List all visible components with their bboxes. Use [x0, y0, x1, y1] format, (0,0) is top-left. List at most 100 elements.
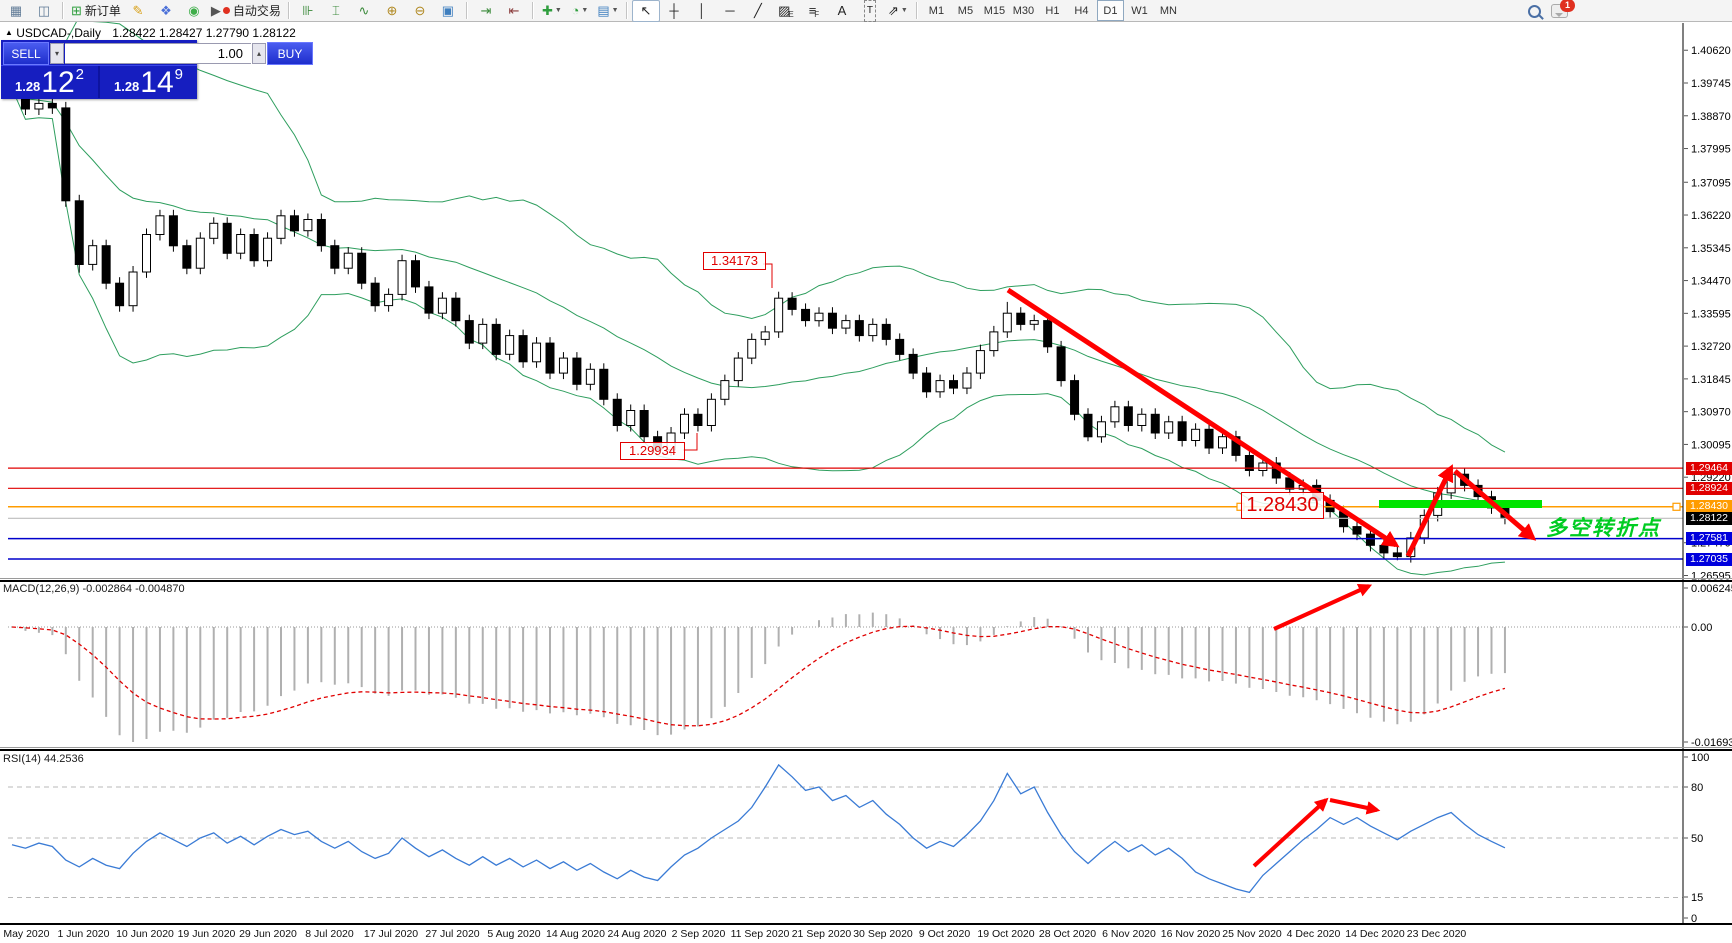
low-price-label[interactable]: 1.29934 [620, 442, 685, 460]
buy-button[interactable]: BUY [267, 42, 313, 65]
timeframe-m1[interactable]: M1 [928, 4, 945, 17]
sell-price-display[interactable]: 1.28 12 2 [1, 66, 98, 98]
bollinger-middle-band [11, 88, 1506, 508]
zoom-in-icon[interactable]: ⊕ [378, 0, 406, 22]
collapse-marker-icon[interactable]: ▲ [5, 28, 13, 37]
volume-increase-button[interactable]: ▴ [252, 43, 266, 64]
text-label-icon[interactable]: T [856, 0, 884, 22]
price-badge-1.28924: 1.28924 [1686, 481, 1732, 495]
trend-arrow-object[interactable] [1273, 584, 1373, 631]
buy-price-prefix: 1.28 [113, 79, 140, 94]
price-axis-label: 1.37095 [1691, 177, 1731, 189]
text-icon: A [837, 2, 847, 18]
label-connector [763, 263, 773, 288]
trend-arrow-object[interactable] [1329, 798, 1381, 815]
timeframe-d1[interactable]: D1 [1096, 0, 1124, 21]
chart-shift-icon[interactable]: ⇤ [500, 0, 528, 22]
price-axis-label: 1.30095 [1691, 439, 1731, 451]
candle-body [626, 410, 636, 426]
price-axis-label: 1.34470 [1691, 276, 1731, 288]
vertical-line-icon[interactable]: │ [688, 0, 716, 22]
level-price-label[interactable]: 1.28430 [1241, 492, 1324, 519]
templates-icon[interactable]: ▤ ▼ [594, 0, 622, 22]
text-icon[interactable]: A [828, 0, 856, 22]
sell-button[interactable]: SELL [3, 42, 49, 65]
zoom-out-icon[interactable]: ⊖ [406, 0, 434, 22]
autotrading-button[interactable]: ▶ 自动交易 [208, 0, 284, 22]
new-order-button[interactable]: ⊞ 新订单 [68, 0, 124, 22]
candle-body [357, 252, 367, 284]
candle-body [1096, 421, 1106, 438]
high-price-label[interactable]: 1.34173 [703, 252, 766, 270]
volume-decrease-button[interactable]: ▾ [50, 43, 64, 64]
price-axis-label: 1.38870 [1691, 111, 1731, 123]
notification-badge: 1 [1560, 0, 1575, 12]
data-window-icon[interactable]: ◫ [30, 0, 58, 22]
trend-arrow-object[interactable] [1252, 797, 1329, 868]
time-axis[interactable]: 2 May 2020 1 Jun 2020 10 Jun 2020 19 Jun 20… [0, 926, 1732, 943]
crosshair-icon[interactable]: ┼ [660, 0, 688, 22]
candle-body [101, 245, 111, 284]
line-handle[interactable] [1672, 502, 1681, 511]
sell-price-big: 12 [41, 66, 75, 99]
cursor-icon: ↖ [640, 2, 652, 18]
trendline-icon[interactable]: ╱ [744, 0, 772, 22]
periods-icon: ◔ [571, 2, 580, 18]
price-badge-1.28430: 1.28430 [1686, 500, 1732, 514]
trend-arrow-object[interactable] [1405, 464, 1454, 558]
bar-chart-icon[interactable]: ⊪ [294, 0, 322, 22]
candle-body [868, 323, 878, 337]
vertical-line-icon: │ [697, 2, 706, 18]
metaeditor-icon[interactable]: ✎ [124, 0, 152, 22]
time-axis-label: 29 Jun 2020 [239, 928, 297, 940]
arrows-icon[interactable]: ⇗ ▼ [884, 0, 912, 22]
turning-point-label[interactable]: 多空转折点 [1546, 517, 1661, 540]
timeframe-m30[interactable]: M30 [1012, 4, 1035, 17]
market-watch-icon[interactable]: ▦ [2, 0, 30, 22]
signals-icon[interactable]: ◉ [180, 0, 208, 22]
horizontal-line-icon[interactable]: ─ [716, 0, 744, 22]
trend-arrow-object[interactable] [1453, 469, 1537, 541]
time-axis-label: 10 Jun 2020 [116, 928, 174, 940]
timeframe-w1[interactable]: W1 [1131, 4, 1148, 17]
indicators-icon[interactable]: ✚ ▼ [538, 0, 566, 22]
timeframe-m5[interactable]: M5 [957, 4, 974, 17]
fibonacci-icon[interactable]: ≡ F [808, 2, 820, 19]
candle-body [168, 215, 178, 247]
candle-body [733, 357, 743, 382]
equidistant-channel-icon[interactable]: ▨ E [778, 2, 794, 19]
candle-body [706, 398, 716, 426]
tile-windows-icon[interactable]: ▣ [434, 0, 462, 22]
buy-price-display[interactable]: 1.28 14 9 [100, 66, 197, 98]
toolbar-right-group: 1 [1528, 0, 1575, 22]
support-band-object[interactable] [1379, 500, 1542, 508]
timeframe-h1[interactable]: H1 [1045, 4, 1060, 17]
macd-axis-label: 0.00 [1691, 622, 1712, 634]
candle-body [720, 380, 730, 400]
search-icon[interactable] [1528, 4, 1541, 18]
experts-icon[interactable]: ❖ [152, 0, 180, 22]
rsi-axis-label: 50 [1691, 833, 1703, 845]
macd-signal-line [11, 625, 1506, 727]
price-axis-label: 1.29220 [1691, 472, 1731, 484]
timeframe-mn[interactable]: MN [1159, 4, 1177, 17]
candlestick-icon: ⌶ [332, 2, 340, 18]
candlestick-icon[interactable]: ⌶ [322, 0, 350, 22]
trend-arrow-object[interactable] [1006, 287, 1400, 548]
price-axis-label: 1.36220 [1691, 210, 1731, 222]
line-chart-icon[interactable]: ∿ [350, 0, 378, 22]
timeframe-m15[interactable]: M15 [983, 4, 1006, 17]
volume-input[interactable] [65, 43, 251, 64]
price-axis-label: 1.31845 [1691, 374, 1731, 386]
cursor-icon[interactable]: ↖ [631, 0, 660, 22]
rsi-axis-label: 100 [1691, 752, 1709, 764]
time-axis-label: 28 Oct 2020 [1038, 928, 1097, 940]
timeframe-h4[interactable]: H4 [1074, 4, 1089, 17]
notifications-icon[interactable]: 1 [1551, 0, 1575, 18]
main-toolbar: ▦ ◫ ⊞ 新订单 ✎ ❖ ◉ ▶ 自动交易 ⊪ ⌶ ∿ ⊕ ⊖ ▣ ⇥ ⇤ ✚ ▼ ◔ ▼ ▤ ▼ ↖ ┼ │ ─ ╱ ▨ E ≡ F A T ⇗… [0, 0, 1732, 22]
candle-body [330, 245, 340, 269]
periods-icon[interactable]: ◔ ▼ [566, 0, 594, 22]
candle-body [128, 271, 138, 307]
auto-scroll-icon[interactable]: ⇥ [472, 0, 500, 22]
